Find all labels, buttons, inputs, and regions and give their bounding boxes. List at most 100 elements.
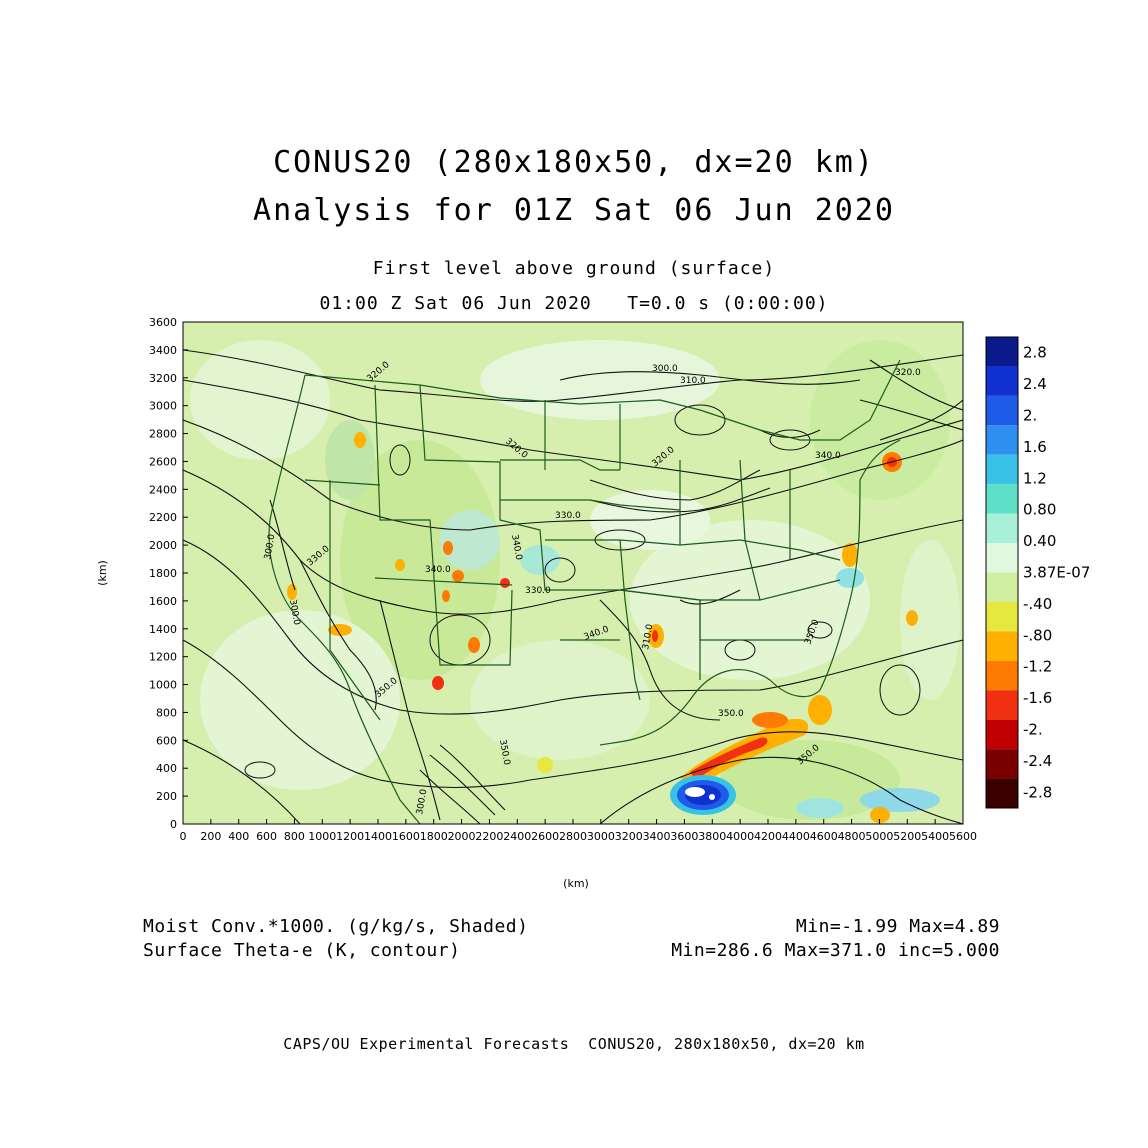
- contour-field-range: Min=286.6 Max=371.0 inc=5.000: [671, 940, 1000, 961]
- y-tick-label: 200: [156, 790, 177, 803]
- x-tick-label: 200: [200, 830, 221, 843]
- y-tick-label: 2400: [149, 483, 177, 496]
- y-tick-label: 1200: [149, 651, 177, 664]
- y-tick-label: 600: [156, 734, 177, 747]
- contour-label: 340.0: [425, 565, 451, 575]
- x-tick-label: 4400: [782, 830, 810, 843]
- x-tick-label: 3400: [643, 830, 671, 843]
- x-tick-label: 5400: [921, 830, 949, 843]
- level-label: First level above ground (surface): [372, 258, 776, 279]
- x-tick-label: 800: [284, 830, 305, 843]
- contour-label: 300.0: [287, 599, 301, 626]
- y-tick-label: 2600: [149, 455, 177, 468]
- credit-line: CAPS/OU Experimental Forecasts CONUS20, …: [283, 1035, 865, 1053]
- colorbar-label: -.40: [1023, 595, 1052, 613]
- x-tick-label: 5600: [949, 830, 977, 843]
- colorbar-swatch: [986, 484, 1018, 514]
- y-tick-label: 0: [170, 818, 177, 831]
- sub-title: Analysis for 01Z Sat 06 Jun 2020: [253, 193, 895, 228]
- y-tick-label: 1600: [149, 595, 177, 608]
- y-tick-label: 2800: [149, 428, 177, 441]
- colorbar-label: -1.2: [1023, 658, 1052, 676]
- colorbar-swatch: [986, 572, 1018, 602]
- contour-label: 340.0: [509, 534, 523, 561]
- x-tick-label: 600: [256, 830, 277, 843]
- x-tick-label: 3200: [615, 830, 643, 843]
- colorbar-swatch: [986, 366, 1018, 396]
- x-tick-label: 3000: [587, 830, 615, 843]
- colorbar-swatch: [986, 425, 1018, 455]
- contour-label: 340.0: [815, 451, 841, 461]
- x-tick-label: 0: [180, 830, 187, 843]
- x-tick-label: 2800: [559, 830, 587, 843]
- time-label: 01:00 Z Sat 06 Jun 2020 T=0.0 s (0:00:00…: [319, 293, 829, 314]
- x-tick-label: 1200: [336, 830, 364, 843]
- colorbar-label: 3.87E-07: [1023, 564, 1090, 582]
- x-tick-label: 4600: [810, 830, 838, 843]
- y-tick-label: 3200: [149, 372, 177, 385]
- colorbar-label: -1.6: [1023, 689, 1052, 707]
- x-tick-label: 5000: [865, 830, 893, 843]
- contour-label: 330.0: [555, 511, 581, 521]
- colorbar-label: -2.8: [1023, 783, 1052, 801]
- convergence-features: [287, 432, 918, 823]
- x-axis-label: (km): [563, 877, 589, 890]
- colorbar-label: -2.: [1023, 721, 1043, 739]
- contour-label: 330.0: [525, 586, 551, 596]
- contour-label: 310.0: [641, 623, 655, 650]
- colorbar-label: 2.4: [1023, 375, 1047, 393]
- y-tick-label: 1000: [149, 679, 177, 692]
- x-tick-label: 4000: [726, 830, 754, 843]
- colorbar-swatch: [986, 660, 1018, 691]
- theta-e-contours: [183, 349, 963, 824]
- y-tick-label: 1800: [149, 567, 177, 580]
- map-field: 300.0 310.0 320.0 320.0 320.0 320.0 330.…: [183, 322, 963, 824]
- y-tick-label: 2000: [149, 539, 177, 552]
- x-tick-label: 400: [228, 830, 249, 843]
- colorbar-swatch: [986, 601, 1018, 632]
- colorbar-swatch: [986, 454, 1018, 485]
- colorbar-swatch: [986, 631, 1018, 661]
- contour-label: 320.0: [895, 368, 921, 378]
- contour-label: 300.0: [415, 788, 429, 815]
- contour-field-label: Surface Theta-e (K, contour): [143, 940, 461, 961]
- x-tick-label: 3800: [698, 830, 726, 843]
- x-tick-label: 5200: [893, 830, 921, 843]
- colorbar-swatch: [986, 543, 1018, 573]
- shaded-field-range: Min=-1.99 Max=4.89: [795, 916, 1000, 937]
- colorbar-label: 1.2: [1023, 469, 1047, 487]
- main-title: CONUS20 (280x180x50, dx=20 km): [273, 145, 875, 180]
- x-tick-label: 2200: [475, 830, 503, 843]
- y-tick-label: 400: [156, 762, 177, 775]
- colorbar-swatch: [986, 690, 1018, 720]
- contour-label: 300.0: [652, 364, 678, 374]
- colorbar-swatch: [986, 395, 1018, 426]
- colorbar: 2.8 2.4 2. 1.6 1.2 0.80 0.40 3.87E-07 -.40 -.80 -1…: [985, 336, 1090, 809]
- y-tick-label: 2200: [149, 511, 177, 524]
- x-tick-label: 1600: [392, 830, 420, 843]
- colorbar-label: -2.4: [1023, 752, 1052, 770]
- divergence-blob: [670, 775, 736, 815]
- boundaries: [268, 359, 901, 824]
- x-tick-label: 2000: [448, 830, 476, 843]
- contour-label: 350.0: [497, 739, 511, 766]
- colorbar-label: -.80: [1023, 626, 1052, 644]
- x-tick-label: 1400: [364, 830, 392, 843]
- colorbar-label: 2.: [1023, 407, 1037, 425]
- colorbar-swatch: [986, 337, 1018, 367]
- x-tick-label: 1800: [420, 830, 448, 843]
- y-tick-label: 3000: [149, 400, 177, 413]
- colorbar-label: 0.40: [1023, 532, 1056, 550]
- colorbar-label: 2.8: [1023, 344, 1047, 362]
- x-tick-label: 3600: [670, 830, 698, 843]
- colorbar-swatch: [986, 749, 1018, 779]
- colorbar-swatch: [986, 513, 1018, 544]
- y-tick-label: 3400: [149, 344, 177, 357]
- x-axis: 0 200 400 600 800 1000 1200 1400 1600 1800 2000 220…: [180, 819, 977, 843]
- contour-label: 350.0: [718, 709, 744, 719]
- colorbar-swatch: [986, 778, 1018, 808]
- contour-labels: 300.0 310.0 320.0 320.0 320.0 320.0 330.…: [263, 360, 921, 816]
- x-tick-label: 2600: [531, 830, 559, 843]
- colorbar-frame: [985, 336, 1019, 809]
